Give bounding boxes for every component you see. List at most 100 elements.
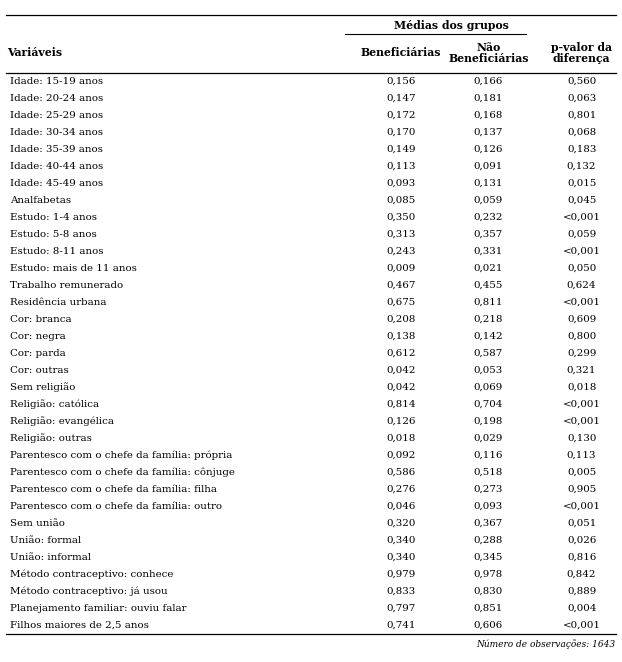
- Text: Não
Beneficiárias: Não Beneficiárias: [448, 42, 529, 64]
- Text: 0,320: 0,320: [386, 518, 416, 528]
- Text: Método contraceptivo: conhece: Método contraceptivo: conhece: [10, 569, 174, 579]
- Text: 0,113: 0,113: [567, 451, 596, 459]
- Text: 0,801: 0,801: [567, 111, 596, 120]
- Text: 0,131: 0,131: [473, 179, 503, 188]
- Text: 0,560: 0,560: [567, 77, 596, 86]
- Text: 0,243: 0,243: [386, 247, 416, 256]
- Text: Cor: outras: Cor: outras: [10, 365, 68, 375]
- Text: 0,069: 0,069: [473, 383, 503, 392]
- Text: Idade: 30-34 anos: Idade: 30-34 anos: [10, 128, 103, 137]
- Text: Religião: outras: Religião: outras: [10, 433, 92, 443]
- Text: 0,889: 0,889: [567, 587, 596, 596]
- Text: <0,001: <0,001: [562, 416, 601, 426]
- Text: Parentesco com o chefe da família: filha: Parentesco com o chefe da família: filha: [10, 485, 217, 494]
- Text: 0,053: 0,053: [473, 365, 503, 375]
- Text: <0,001: <0,001: [562, 400, 601, 408]
- Text: Estudo: 8-11 anos: Estudo: 8-11 anos: [10, 247, 103, 256]
- Text: 0,015: 0,015: [567, 179, 596, 188]
- Text: 0,045: 0,045: [567, 196, 596, 205]
- Text: 0,586: 0,586: [386, 467, 416, 477]
- Text: 0,905: 0,905: [567, 485, 596, 494]
- Text: 0,833: 0,833: [386, 587, 416, 596]
- Text: 0,811: 0,811: [473, 298, 503, 307]
- Text: 0,126: 0,126: [386, 416, 416, 426]
- Text: 0,046: 0,046: [386, 502, 416, 510]
- Text: 0,009: 0,009: [386, 263, 416, 273]
- Text: 0,130: 0,130: [567, 434, 596, 443]
- Text: 0,147: 0,147: [386, 94, 416, 103]
- Text: 0,979: 0,979: [386, 569, 416, 579]
- Text: Médias dos grupos: Médias dos grupos: [394, 20, 508, 30]
- Text: 0,092: 0,092: [386, 451, 416, 459]
- Text: 0,168: 0,168: [473, 111, 503, 120]
- Text: <0,001: <0,001: [562, 620, 601, 630]
- Text: 0,675: 0,675: [386, 298, 416, 307]
- Text: 0,116: 0,116: [473, 451, 503, 459]
- Text: 0,149: 0,149: [386, 145, 416, 154]
- Text: 0,467: 0,467: [386, 281, 416, 290]
- Text: 0,132: 0,132: [567, 162, 596, 171]
- Text: Residência urbana: Residência urbana: [10, 298, 106, 307]
- Text: 0,455: 0,455: [473, 281, 503, 290]
- Text: 0,181: 0,181: [473, 94, 503, 103]
- Text: 0,288: 0,288: [473, 536, 503, 545]
- Text: Idade: 35-39 anos: Idade: 35-39 anos: [10, 145, 103, 154]
- Text: 0,350: 0,350: [386, 213, 416, 222]
- Text: Idade: 15-19 anos: Idade: 15-19 anos: [10, 77, 103, 86]
- Text: Sem união: Sem união: [10, 518, 65, 528]
- Text: 0,299: 0,299: [567, 349, 596, 357]
- Text: Estudo: 5-8 anos: Estudo: 5-8 anos: [10, 230, 96, 239]
- Text: Estudo: mais de 11 anos: Estudo: mais de 11 anos: [10, 263, 137, 273]
- Text: 0,113: 0,113: [386, 162, 416, 171]
- Text: 0,340: 0,340: [386, 553, 416, 561]
- Text: <0,001: <0,001: [562, 213, 601, 222]
- Text: 0,357: 0,357: [473, 230, 503, 239]
- Text: Analfabetas: Analfabetas: [10, 196, 71, 205]
- Text: Sem religião: Sem religião: [10, 382, 75, 392]
- Text: 0,059: 0,059: [473, 196, 503, 205]
- Text: Parentesco com o chefe da família: cônjuge: Parentesco com o chefe da família: cônju…: [10, 467, 235, 477]
- Text: Beneficiárias: Beneficiárias: [361, 48, 442, 58]
- Text: 0,050: 0,050: [567, 263, 596, 273]
- Text: 0,276: 0,276: [386, 485, 416, 494]
- Text: <0,001: <0,001: [562, 247, 601, 256]
- Text: 0,170: 0,170: [386, 128, 416, 137]
- Text: Variáveis: Variáveis: [7, 48, 63, 58]
- Text: 0,704: 0,704: [473, 400, 503, 408]
- Text: 0,021: 0,021: [473, 263, 503, 273]
- Text: 0,814: 0,814: [386, 400, 416, 408]
- Text: 0,273: 0,273: [473, 485, 503, 494]
- Text: Método contraceptivo: já usou: Método contraceptivo: já usou: [10, 587, 167, 596]
- Text: 0,609: 0,609: [567, 314, 596, 324]
- Text: Número de observações: 1643: Número de observações: 1643: [476, 639, 616, 649]
- Text: 0,063: 0,063: [567, 94, 596, 103]
- Text: 0,059: 0,059: [567, 230, 596, 239]
- Text: 0,026: 0,026: [567, 536, 596, 545]
- Text: Idade: 20-24 anos: Idade: 20-24 anos: [10, 94, 103, 103]
- Text: 0,797: 0,797: [386, 604, 416, 612]
- Text: 0,126: 0,126: [473, 145, 503, 154]
- Text: 0,166: 0,166: [473, 77, 503, 86]
- Text: Planejamento familiar: ouviu falar: Planejamento familiar: ouviu falar: [10, 604, 187, 612]
- Text: 0,093: 0,093: [386, 179, 416, 188]
- Text: 0,624: 0,624: [567, 281, 596, 290]
- Text: <0,001: <0,001: [562, 298, 601, 307]
- Text: 0,606: 0,606: [473, 620, 503, 630]
- Text: Parentesco com o chefe da família: própria: Parentesco com o chefe da família: própr…: [10, 450, 233, 460]
- Text: 0,587: 0,587: [473, 349, 503, 357]
- Text: 0,005: 0,005: [567, 467, 596, 477]
- Text: 0,183: 0,183: [567, 145, 596, 154]
- Text: 0,978: 0,978: [473, 569, 503, 579]
- Text: Trabalho remunerado: Trabalho remunerado: [10, 281, 123, 290]
- Text: 0,068: 0,068: [567, 128, 596, 137]
- Text: 0,198: 0,198: [473, 416, 503, 426]
- Text: 0,137: 0,137: [473, 128, 503, 137]
- Text: 0,518: 0,518: [473, 467, 503, 477]
- Text: 0,313: 0,313: [386, 230, 416, 239]
- Text: 0,345: 0,345: [473, 553, 503, 561]
- Text: 0,093: 0,093: [473, 502, 503, 510]
- Text: 0,800: 0,800: [567, 332, 596, 341]
- Text: Cor: negra: Cor: negra: [10, 332, 66, 341]
- Text: Religião: evangélica: Religião: evangélica: [10, 416, 114, 426]
- Text: 0,218: 0,218: [473, 314, 503, 324]
